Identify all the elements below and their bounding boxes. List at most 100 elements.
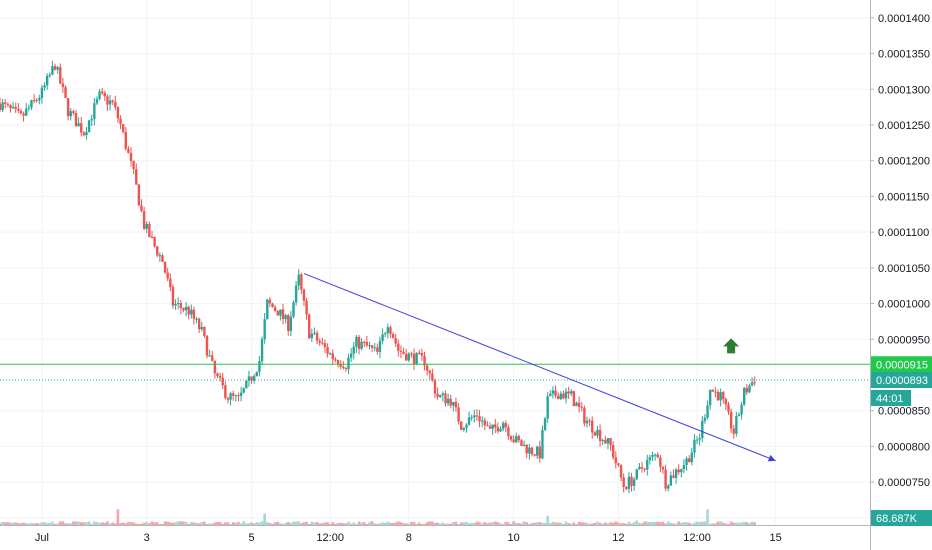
candle-body	[85, 131, 88, 136]
candle-body	[551, 390, 555, 394]
volume-bar	[441, 522, 445, 525]
candle-body	[187, 306, 190, 315]
candle-body	[701, 421, 704, 439]
candle-body	[266, 299, 269, 320]
candle-body	[564, 391, 568, 399]
candle-body	[287, 315, 290, 332]
volume-bar	[640, 523, 644, 525]
volume-bar	[169, 522, 172, 525]
volume-bar	[203, 521, 206, 525]
volume-bar	[106, 521, 109, 525]
candle-body	[237, 395, 240, 397]
volume-bar	[378, 523, 382, 525]
x-tick-label: 12:00	[683, 532, 711, 544]
candle-body	[179, 303, 183, 308]
candle-body	[708, 389, 712, 406]
volume-bar	[142, 522, 146, 525]
candle-body	[166, 272, 169, 279]
trendline[interactable]	[303, 273, 776, 462]
candle-body	[397, 343, 400, 351]
volume-bar	[517, 523, 521, 525]
volume-bar	[189, 522, 193, 525]
candle-body	[428, 370, 431, 374]
volume-bar	[598, 522, 602, 525]
volume-bar	[347, 521, 350, 525]
candle-body	[457, 407, 460, 422]
time-axis[interactable]: Jul 3 5 12:00 8 10 12 12:00 15	[35, 532, 782, 544]
volume-bar	[593, 522, 597, 525]
candle-body	[321, 342, 324, 344]
candle-body	[32, 100, 36, 102]
volume-bar	[551, 521, 555, 525]
candle-body	[454, 401, 458, 408]
volume-bar	[438, 523, 442, 525]
volume-bar	[444, 524, 447, 525]
candle-body	[365, 341, 369, 346]
volume-bar	[344, 523, 348, 525]
candle-body	[404, 354, 408, 361]
volume-bar	[588, 524, 591, 525]
volume-bar	[58, 521, 62, 525]
volume-bar	[48, 522, 52, 525]
candle-body	[583, 407, 586, 424]
candle-body	[19, 110, 23, 114]
volume-bar	[417, 522, 421, 525]
volume-bar	[501, 524, 505, 525]
volume-bar	[114, 523, 117, 525]
volume-bar	[51, 521, 54, 525]
candle-body	[693, 439, 696, 453]
candle-body	[192, 309, 196, 319]
candle-body	[436, 393, 439, 397]
candle-body	[145, 224, 148, 229]
price-axis[interactable]: 0.0001400 0.0001350 0.0001300 0.0001250 0.00…	[870, 13, 930, 525]
candle-body	[331, 353, 335, 360]
volume-bar	[224, 522, 227, 525]
candle-body	[108, 100, 112, 105]
candle-body	[384, 333, 387, 335]
candle-body	[313, 332, 316, 334]
volume-bar	[297, 521, 301, 525]
candle-body	[247, 376, 251, 381]
candle-body	[598, 429, 602, 441]
candle-body	[35, 100, 38, 102]
volume-bar	[292, 521, 295, 525]
up-arrow-icon[interactable]	[723, 338, 740, 354]
volume-bar	[446, 523, 450, 525]
candle-body	[659, 457, 662, 467]
candle-body	[318, 340, 321, 343]
volume-bar	[467, 523, 471, 525]
candle-body	[525, 444, 528, 454]
volume-bar	[627, 521, 631, 525]
volume-bar	[690, 524, 694, 525]
candle-body	[100, 91, 104, 93]
volume-bar	[124, 523, 128, 525]
candle-body	[465, 424, 468, 429]
candle-body	[753, 382, 756, 384]
candle-body	[601, 439, 604, 441]
candle-body	[512, 439, 515, 443]
volume-bar	[273, 522, 277, 525]
volume-bar	[638, 522, 641, 525]
volume-bar	[1, 521, 4, 525]
candle-body	[737, 414, 741, 417]
candle-body	[596, 429, 599, 436]
volume-bar	[651, 522, 654, 525]
candle-body	[661, 466, 665, 470]
volume-bar	[3, 522, 7, 525]
volume-bar	[158, 523, 162, 525]
volume-bar	[17, 523, 20, 525]
volume-bar	[677, 521, 681, 525]
candle-body	[488, 426, 492, 429]
candle-body	[528, 447, 531, 454]
candle-body	[258, 361, 261, 372]
volume-bar	[368, 522, 371, 525]
x-tick-label: Jul	[35, 532, 49, 544]
volume-bar	[543, 522, 547, 525]
volume-bar	[66, 523, 70, 525]
candle-body	[386, 327, 390, 334]
volume-bar	[499, 523, 502, 525]
volume-bar	[394, 522, 397, 525]
candle-body	[462, 428, 466, 430]
candle-body	[706, 405, 709, 418]
